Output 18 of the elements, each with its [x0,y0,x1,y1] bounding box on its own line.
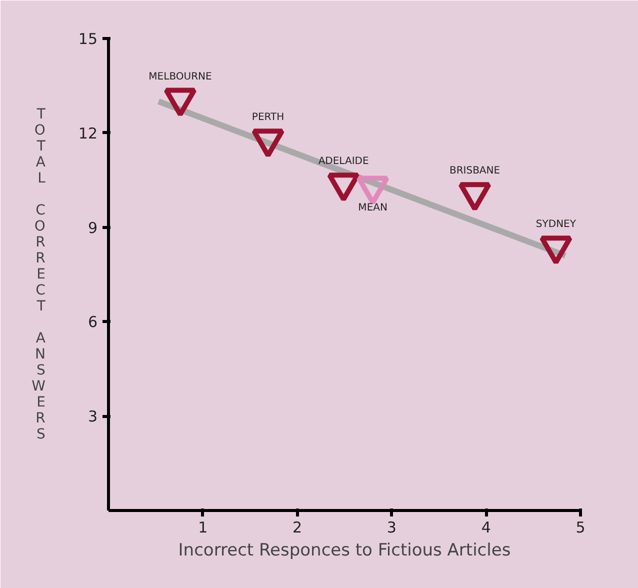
y-tick-label: 12 [78,124,98,142]
annotation: MEAN [358,202,388,214]
y-tick-label: 6 [88,313,98,332]
annotation: SYDNEY [536,219,577,230]
x-tick-label: 1 [198,518,208,536]
annotation: MELBOURNE [148,71,212,82]
x-axis-title: Incorrect Responces to Fictious Articles [178,540,511,560]
text: TOTAL CORRECT ANSWERS [32,106,46,442]
y-tick-label: 9 [88,218,98,237]
y-tick-label: 15 [78,30,98,48]
x-tick-label: 3 [386,518,396,536]
x-tick-label: 4 [481,518,491,536]
annotation: ADELAIDE [318,156,369,168]
x-tick-label: 2 [292,518,302,536]
y-tick-label: 3 [88,408,98,426]
x-tick-label: 5 [576,518,586,536]
annotation: PERTH [252,112,284,124]
annotation: BRISBANE [449,166,500,177]
